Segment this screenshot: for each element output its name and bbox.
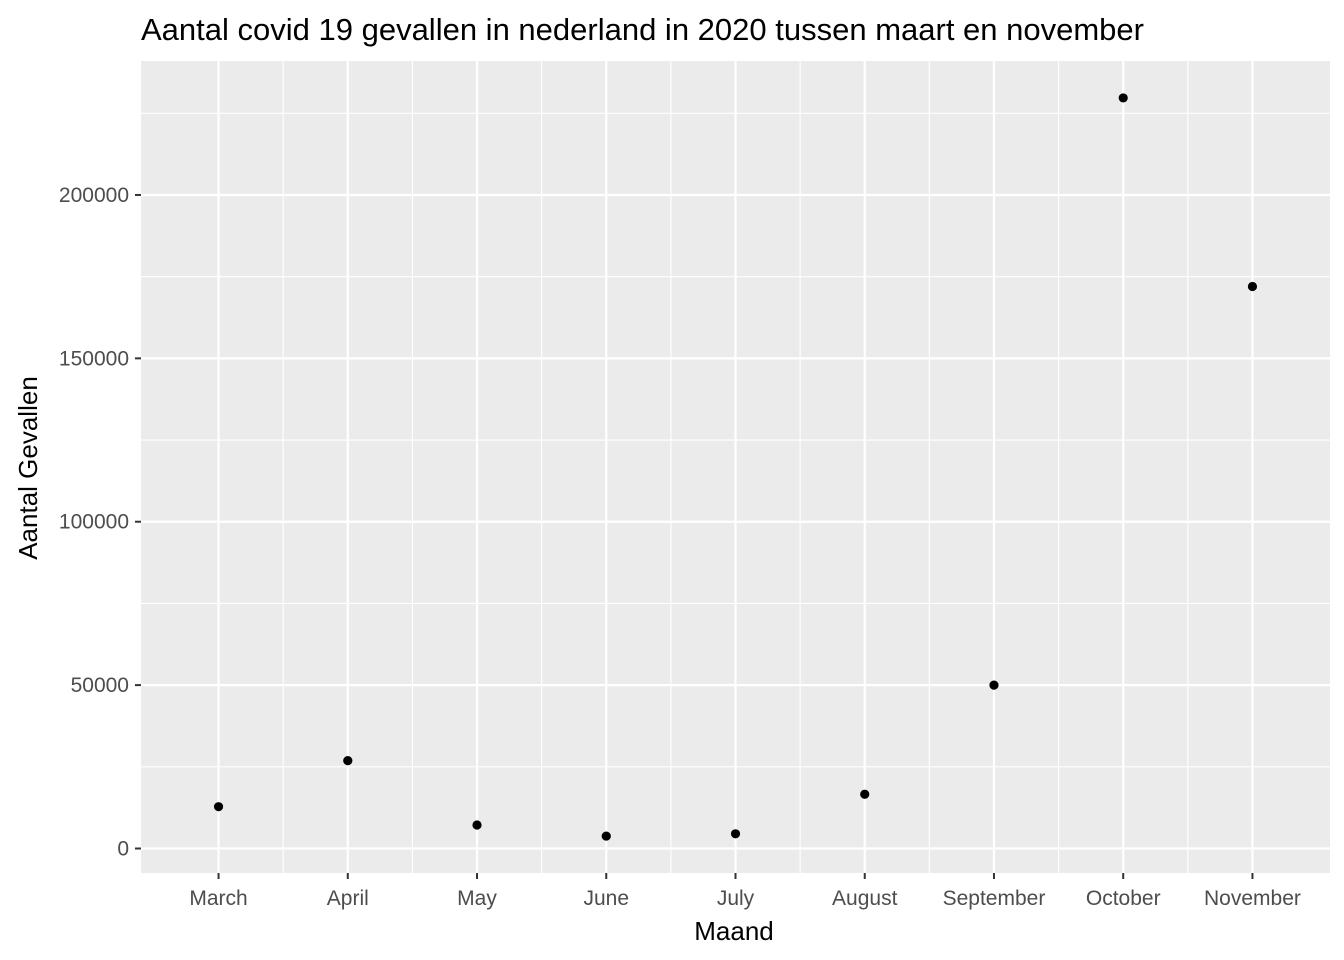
x-tick-label: August: [832, 887, 898, 910]
x-tick-label: June: [583, 887, 629, 910]
data-point-november: [1247, 281, 1258, 292]
data-point-october: [1118, 93, 1128, 103]
x-tick-label: April: [327, 887, 369, 910]
data-point-may: [472, 820, 482, 830]
chart-title: Aantal covid 19 gevallen in nederland in…: [141, 12, 1144, 47]
data-point-september: [989, 680, 999, 690]
x-tick-label: October: [1086, 887, 1161, 910]
y-tick-label: 150000: [59, 347, 129, 370]
y-axis: 0 50000 100000 150000 200000: [59, 184, 141, 860]
data-point-june: [601, 831, 611, 841]
x-tick-label: May: [457, 887, 497, 910]
x-axis-title: Maand: [694, 916, 774, 946]
x-tick-label: November: [1204, 887, 1301, 910]
major-gridlines: [141, 61, 1330, 873]
y-tick-label: 0: [117, 837, 129, 860]
x-axis: March April May June July August September Octo…: [189, 873, 1301, 910]
x-tick-label: September: [943, 887, 1046, 910]
y-axis-title: Aantal Gevallen: [13, 376, 43, 560]
y-tick-label: 100000: [59, 511, 129, 534]
y-tick-label: 200000: [59, 184, 129, 207]
data-point-july: [730, 829, 741, 839]
x-tick-label: July: [717, 887, 755, 910]
data-point-april: [343, 755, 353, 766]
y-tick-label: 50000: [71, 674, 129, 697]
x-tick-label: March: [189, 887, 247, 910]
data-point-august: [860, 789, 870, 799]
data-point-march: [213, 802, 224, 812]
data-points: [213, 93, 1258, 841]
